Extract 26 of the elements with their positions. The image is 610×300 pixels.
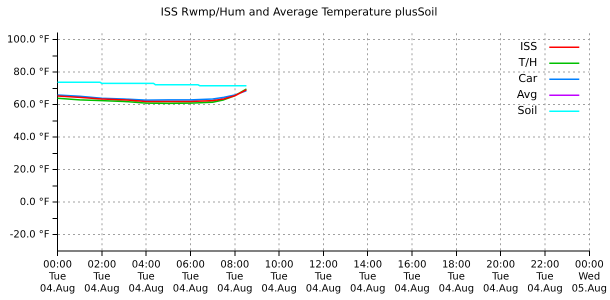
y-tick-label: 0.0 °F (20, 196, 50, 208)
x-tick-label: 22:00 Tue 04.Aug (527, 260, 563, 295)
x-tick-label: 14:00 Tue 04.Aug (350, 260, 386, 295)
x-tick-label: 06:00 Tue 04.Aug (172, 260, 208, 295)
y-tick-label: 20.0 °F (13, 164, 50, 176)
x-tick-label: 02:00 Tue 04.Aug (84, 260, 120, 295)
legend-label: Avg (516, 88, 538, 102)
legend-label: ISS (520, 40, 538, 54)
y-tick-label: 60.0 °F (13, 99, 50, 110)
x-tick-label: 10:00 Tue 04.Aug (261, 260, 297, 295)
legend-label: T/H (518, 56, 538, 70)
x-tick-label: 00:00 Wed 05.Aug (572, 260, 608, 295)
y-tick-label: 80.0 °F (13, 66, 50, 78)
x-tick-label: 12:00 Tue 04.Aug (306, 260, 342, 295)
legend-label: Car (518, 72, 538, 86)
y-tick-label: -20.0 °F (10, 229, 50, 240)
x-tick-label: 04:00 Tue 04.Aug (128, 260, 164, 295)
y-tick-label: 40.0 °F (13, 132, 50, 143)
x-tick-label: 18:00 Tue 04.Aug (438, 260, 474, 295)
x-tick-label: 16:00 Tue 04.Aug (394, 260, 430, 295)
y-tick-label: 100.0 °F (6, 34, 50, 46)
x-tick-label: 00:00 Tue 04.Aug (40, 260, 76, 295)
x-tick-label: 20:00 Tue 04.Aug (482, 260, 518, 295)
legend-label: Soil (517, 104, 538, 118)
x-tick-label: 08:00 Tue 04.Aug (217, 260, 253, 295)
chart-title: ISS Rwmp/Hum and Average Temperature plusSoil (160, 5, 438, 18)
